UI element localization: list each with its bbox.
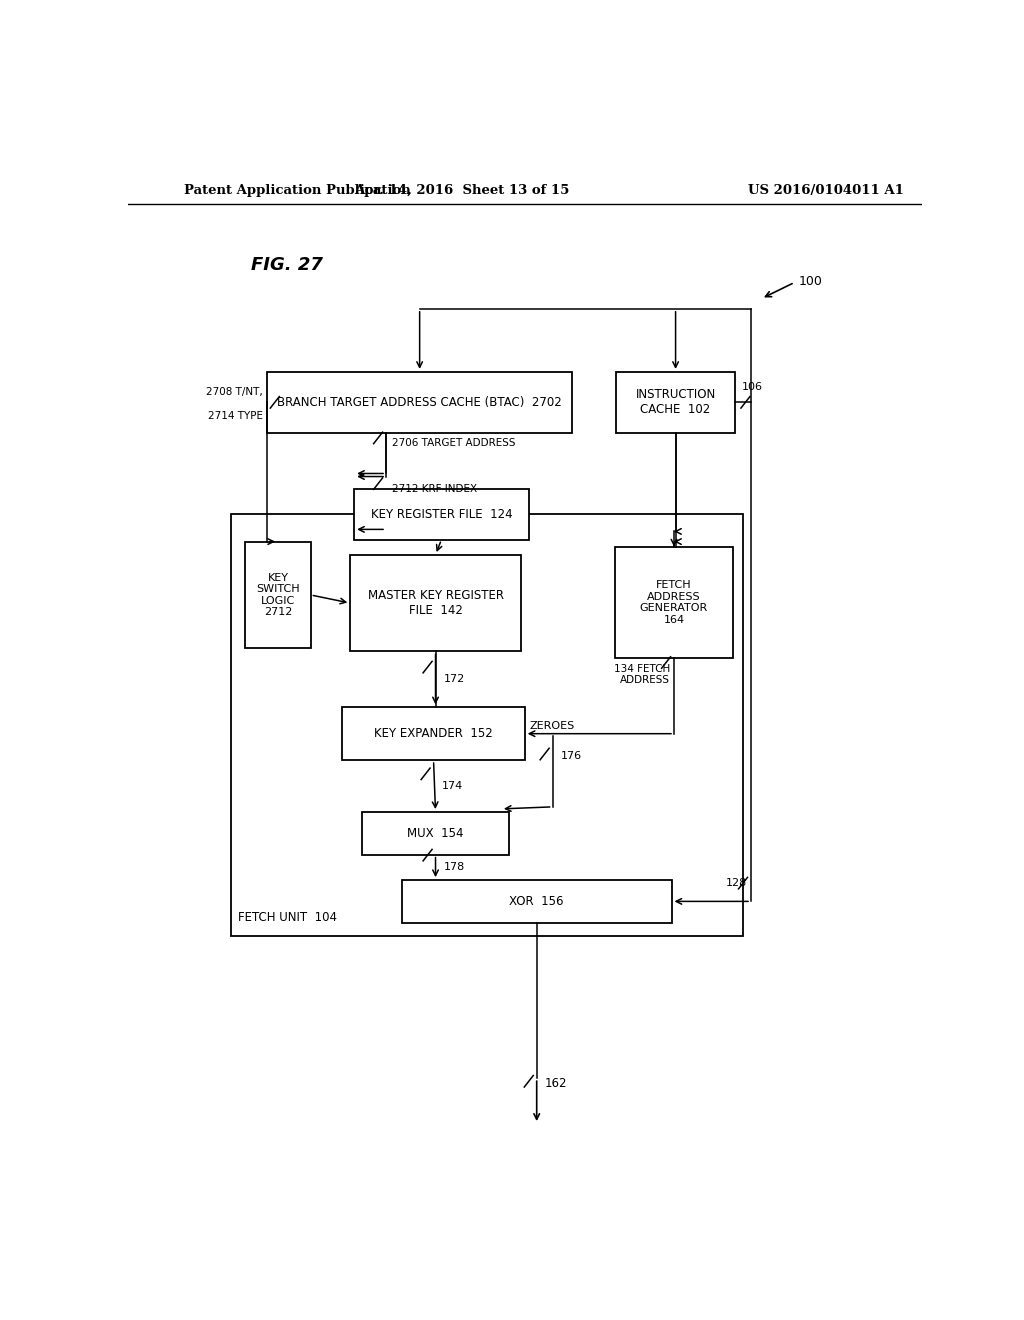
- Bar: [401, 880, 672, 923]
- Text: 106: 106: [741, 383, 763, 392]
- Text: Apr. 14, 2016  Sheet 13 of 15: Apr. 14, 2016 Sheet 13 of 15: [353, 185, 569, 198]
- Text: 2714 TYPE: 2714 TYPE: [208, 411, 263, 421]
- Bar: [246, 541, 310, 648]
- Text: 128: 128: [726, 878, 748, 888]
- Text: 176: 176: [560, 751, 582, 762]
- Text: MASTER KEY REGISTER
FILE  142: MASTER KEY REGISTER FILE 142: [368, 589, 504, 616]
- Text: MUX  154: MUX 154: [408, 826, 464, 840]
- Bar: [616, 372, 735, 433]
- Bar: [362, 812, 509, 854]
- Text: 2708 T/NT,: 2708 T/NT,: [206, 387, 263, 397]
- Bar: [231, 515, 743, 936]
- Text: KEY
SWITCH
LOGIC
2712: KEY SWITCH LOGIC 2712: [256, 573, 300, 618]
- Bar: [350, 554, 521, 651]
- Text: 162: 162: [545, 1077, 567, 1090]
- Text: FIG. 27: FIG. 27: [251, 256, 323, 275]
- Text: KEY REGISTER FILE  124: KEY REGISTER FILE 124: [371, 508, 512, 520]
- Text: XOR  156: XOR 156: [510, 895, 564, 908]
- Text: INSTRUCTION
CACHE  102: INSTRUCTION CACHE 102: [636, 388, 716, 416]
- Bar: [267, 372, 572, 433]
- Text: ZEROES: ZEROES: [530, 721, 575, 731]
- Text: Patent Application Publication: Patent Application Publication: [183, 185, 411, 198]
- Text: 178: 178: [443, 862, 465, 873]
- Text: 2706 TARGET ADDRESS: 2706 TARGET ADDRESS: [392, 438, 516, 447]
- Text: FETCH UNIT  104: FETCH UNIT 104: [238, 911, 337, 924]
- Text: 2712 KRF INDEX: 2712 KRF INDEX: [392, 483, 477, 494]
- Text: FETCH
ADDRESS
GENERATOR
164: FETCH ADDRESS GENERATOR 164: [640, 581, 709, 624]
- Text: 134 FETCH
ADDRESS: 134 FETCH ADDRESS: [613, 664, 670, 685]
- Text: 172: 172: [443, 675, 465, 684]
- Bar: [354, 488, 528, 540]
- Bar: [342, 708, 525, 760]
- Bar: [615, 546, 733, 659]
- Text: US 2016/0104011 A1: US 2016/0104011 A1: [749, 185, 904, 198]
- Text: KEY EXPANDER  152: KEY EXPANDER 152: [374, 727, 493, 741]
- Text: BRANCH TARGET ADDRESS CACHE (BTAC)  2702: BRANCH TARGET ADDRESS CACHE (BTAC) 2702: [278, 396, 562, 409]
- Text: 174: 174: [441, 781, 463, 791]
- Text: 100: 100: [799, 275, 822, 288]
